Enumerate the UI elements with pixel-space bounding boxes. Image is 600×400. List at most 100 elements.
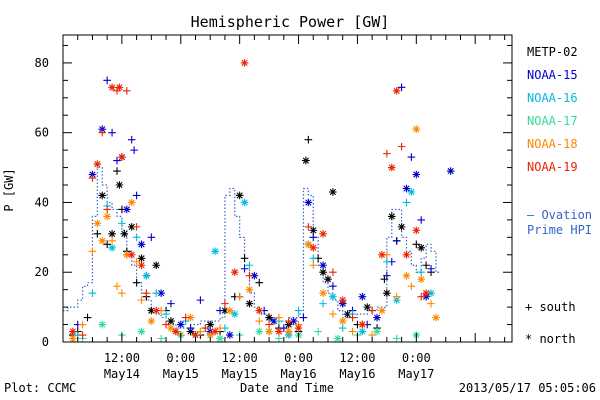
north-marker: [329, 292, 337, 301]
south-marker: [275, 334, 283, 343]
legend-noaa-17: NOAA-17: [527, 114, 578, 128]
south-marker: [304, 135, 313, 144]
south-marker: [294, 306, 303, 315]
south-marker: [78, 320, 87, 329]
south-marker: [319, 299, 327, 308]
plot-frame: [62, 34, 513, 343]
south-marker: [103, 240, 111, 249]
north-marker: [118, 153, 126, 161]
north-marker: [240, 59, 249, 67]
south-marker: [103, 76, 111, 85]
south-marker: [167, 299, 175, 308]
north-marker: [309, 226, 318, 235]
north-marker: [137, 261, 146, 270]
north-marker: [333, 334, 342, 343]
north-marker: [172, 327, 180, 336]
south-marker: [157, 334, 165, 343]
south-marker: [132, 257, 141, 266]
south-marker: [407, 153, 416, 161]
x-tick-label-date: May15: [163, 367, 199, 381]
north-marker: [115, 83, 124, 92]
south-marker: [392, 292, 401, 301]
south-marker: [348, 313, 357, 322]
south-marker: [265, 320, 273, 329]
south-marker: [427, 299, 435, 308]
north-marker: [319, 289, 327, 297]
north-marker: [230, 268, 239, 277]
north-marker: [250, 271, 259, 280]
legend-metp-02: METP-02: [527, 45, 578, 59]
legend-ovation-line2: Prime HPI: [527, 223, 592, 237]
north-marker: [412, 125, 421, 133]
north-marker: [319, 268, 327, 277]
y-tick-label: 40: [35, 195, 49, 209]
north-marker: [338, 296, 347, 304]
north-marker: [120, 230, 129, 238]
north-marker: [211, 247, 219, 256]
south-marker: [329, 282, 337, 290]
south-marker: [98, 128, 107, 137]
south-marker: [392, 237, 401, 245]
south-marker: [186, 324, 195, 332]
x-tick-label-time: 12:00: [339, 351, 375, 365]
south-marker: [255, 278, 264, 287]
north-marker: [142, 271, 151, 280]
x-tick-label-time: 12:00: [104, 351, 140, 365]
north-marker: [206, 331, 215, 339]
x-tick-label-date: May16: [339, 367, 375, 381]
north-marker: [402, 250, 411, 259]
y-tick-label: 80: [35, 56, 49, 70]
south-marker: [407, 282, 416, 290]
north-marker: [304, 198, 313, 207]
south-marker: [299, 313, 308, 322]
south-marker: [88, 289, 97, 297]
north-marker: [69, 334, 77, 343]
south-marker: [132, 191, 141, 200]
north-marker: [137, 327, 146, 336]
x-tick-label-time: 0:00: [402, 351, 431, 365]
north-marker: [108, 244, 116, 252]
south-marker: [162, 320, 170, 329]
south-marker: [329, 268, 337, 277]
plot-credit: Plot: CCMC: [4, 381, 76, 395]
north-marker: [319, 261, 327, 270]
axes: 0 20 40 60 80 12:00 May14 0:00 May15 12:00 May15 0:…: [35, 34, 513, 381]
south-marker: [245, 261, 254, 270]
north-marker: [137, 240, 146, 249]
south-marker: [142, 289, 151, 297]
north-marker: [186, 313, 195, 322]
north-marker: [373, 327, 381, 336]
south-marker: [240, 254, 249, 263]
north-marker: [108, 230, 116, 238]
south-marker: [235, 292, 244, 301]
series-noaa-19: [69, 59, 430, 339]
north-marker: [392, 87, 401, 95]
south-marker: [383, 257, 391, 266]
x-tick-label-time: 0:00: [166, 351, 195, 365]
south-marker: [221, 299, 229, 308]
north-marker: [319, 230, 327, 238]
north-marker: [69, 327, 77, 336]
north-marker: [147, 306, 156, 315]
north-marker: [417, 275, 426, 284]
plot-timestamp: 2013/05/17 05:05:06: [459, 381, 596, 395]
north-marker: [432, 313, 440, 322]
south-marker: [137, 296, 146, 304]
north-marker: [108, 83, 116, 92]
north-marker: [137, 254, 146, 263]
north-marker: [167, 317, 175, 325]
x-tick-label-time: 12:00: [222, 351, 258, 365]
legend-noaa-19: NOAA-19: [527, 160, 578, 174]
south-marker: [83, 313, 92, 322]
legend-noaa-18: NOAA-18: [527, 137, 578, 151]
y-tick-label: 0: [42, 335, 49, 349]
south-marker: [427, 264, 435, 273]
north-marker: [270, 317, 278, 325]
north-marker: [417, 244, 426, 252]
x-tick-label-date: May17: [398, 367, 434, 381]
north-marker: [221, 306, 229, 315]
south-marker: [245, 271, 254, 280]
south-marker: [122, 87, 131, 95]
north-marker: [294, 324, 303, 332]
south-marker: [196, 296, 205, 304]
